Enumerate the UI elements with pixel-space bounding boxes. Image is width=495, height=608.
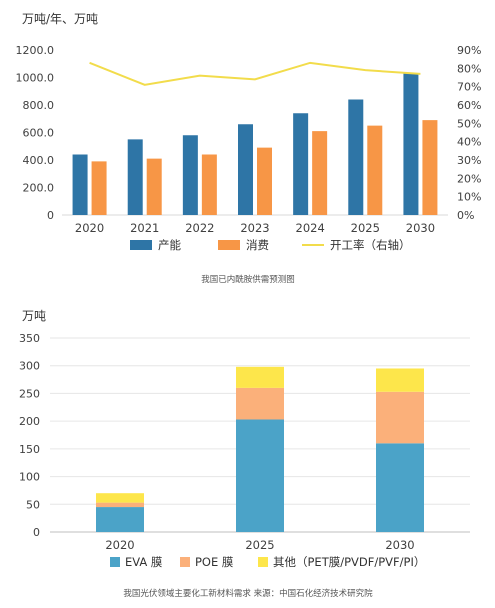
y-left-tick-label: 1000.0 bbox=[16, 72, 55, 85]
bar-segment-other bbox=[96, 493, 144, 503]
y-tick-label: 200 bbox=[19, 415, 40, 428]
x-tick-label: 2025 bbox=[245, 538, 274, 552]
y-tick-label: 100 bbox=[19, 471, 40, 484]
x-tick-label: 2025 bbox=[351, 221, 380, 235]
bar-segment-eva bbox=[376, 443, 424, 532]
legend-swatch bbox=[180, 557, 190, 567]
legend-swatch bbox=[258, 557, 268, 567]
unit-label: 万吨/年、万吨 bbox=[22, 12, 98, 26]
bar-consumption bbox=[367, 125, 383, 215]
x-tick-label: 2030 bbox=[385, 538, 414, 552]
y-right-tick-label: 80% bbox=[457, 62, 481, 75]
y-left-tick-label: 400.0 bbox=[23, 154, 55, 167]
y-right-tick-label: 40% bbox=[457, 136, 481, 149]
bar-segment-poe bbox=[96, 502, 144, 508]
y-right-tick-label: 60% bbox=[457, 99, 481, 112]
x-tick-label: 2030 bbox=[406, 221, 435, 235]
x-tick-label: 2020 bbox=[105, 538, 134, 552]
bar-consumption bbox=[422, 120, 438, 215]
legend-swatch bbox=[218, 240, 240, 250]
x-tick-label: 2023 bbox=[240, 221, 269, 235]
legend-label: 其他（PET膜/PVDF/PVF/PI） bbox=[273, 555, 425, 569]
y-tick-label: 0 bbox=[33, 526, 40, 539]
bar-segment-eva bbox=[236, 419, 284, 532]
bar-consumption bbox=[201, 154, 217, 215]
legend-label: EVA 膜 bbox=[125, 555, 162, 569]
pv-materials-chart: 万吨 0 50 100 150 200 250 300 350 2020 2025 2030 EVA 膜… bbox=[19, 309, 470, 599]
capacity-consumption-chart: 万吨/年、万吨 0 200.0 400.0 600.0 800.0 1000.0 1200.0… bbox=[16, 12, 482, 285]
x-tick-label: 2022 bbox=[185, 221, 214, 235]
legend-swatch bbox=[110, 557, 120, 567]
x-tick-label: 2020 bbox=[75, 221, 104, 235]
bar-capacity bbox=[127, 139, 143, 215]
bar-consumption bbox=[257, 147, 272, 215]
y-left-tick-label: 200.0 bbox=[23, 182, 55, 195]
legend-label: POE 膜 bbox=[195, 555, 233, 569]
legend-label: 产能 bbox=[158, 238, 181, 252]
legend-swatch bbox=[130, 240, 152, 250]
y-tick-label: 50 bbox=[26, 498, 40, 511]
bar-capacity bbox=[348, 99, 364, 215]
y-right-tick-label: 10% bbox=[457, 191, 481, 204]
bar-segment-poe bbox=[376, 391, 424, 444]
bar-capacity bbox=[403, 73, 419, 215]
unit-label: 万吨 bbox=[22, 309, 46, 323]
utilization-line bbox=[89, 61, 421, 86]
y-left-tick-label: 1200.0 bbox=[16, 44, 55, 57]
y-right-tick-label: 70% bbox=[457, 81, 481, 94]
y-tick-label: 250 bbox=[19, 387, 40, 400]
bar-consumption bbox=[312, 131, 328, 215]
chart-caption: 我国光伏领域主要化工新材料需求 来源：中国石化经济技术研究院 bbox=[123, 588, 373, 599]
legend-label: 消费 bbox=[246, 238, 269, 252]
y-tick-label: 350 bbox=[19, 332, 40, 345]
bar-capacity bbox=[293, 113, 309, 215]
bar-consumption bbox=[91, 161, 107, 215]
chart-caption: 我国已内酰胺供需预测图 bbox=[201, 274, 295, 285]
bar-segment-other bbox=[236, 366, 284, 388]
y-right-tick-label: 50% bbox=[457, 117, 481, 130]
y-right-tick-label: 90% bbox=[457, 44, 481, 57]
y-left-tick-label: 0 bbox=[47, 209, 54, 222]
x-tick-label: 2024 bbox=[296, 221, 325, 235]
y-right-tick-label: 20% bbox=[457, 172, 481, 185]
x-tick-label: 2021 bbox=[130, 221, 159, 235]
bar-capacity bbox=[72, 154, 88, 215]
y-tick-label: 300 bbox=[19, 360, 40, 373]
bar-consumption bbox=[146, 158, 162, 215]
y-left-tick-label: 800.0 bbox=[23, 99, 55, 112]
legend-label: 开工率（右轴） bbox=[330, 238, 411, 252]
bar-segment-other bbox=[376, 368, 424, 392]
bar-segment-eva bbox=[96, 507, 144, 532]
y-right-tick-label: 0% bbox=[457, 209, 474, 222]
bar-capacity bbox=[238, 124, 253, 215]
bar-capacity bbox=[182, 135, 198, 215]
y-tick-label: 150 bbox=[19, 443, 40, 456]
y-right-tick-label: 30% bbox=[457, 154, 481, 167]
y-left-tick-label: 600.0 bbox=[23, 127, 55, 140]
bar-segment-poe bbox=[236, 387, 284, 420]
